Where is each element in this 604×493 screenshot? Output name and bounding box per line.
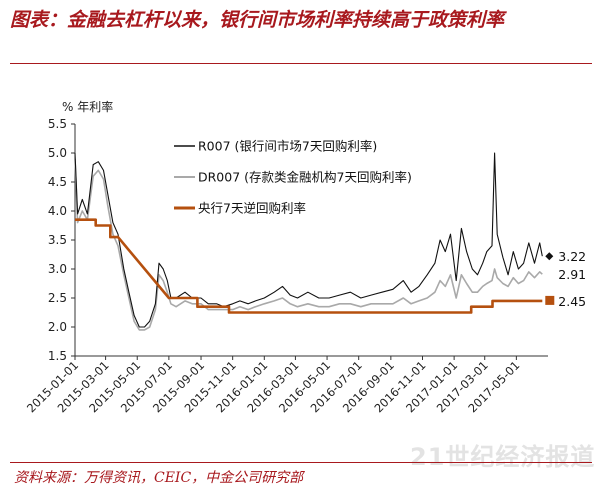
y-tick-label: 1.5 [48,349,67,363]
y-tick-label: 4.5 [48,175,67,189]
y-tick-label: 2.5 [48,291,67,305]
series-line-2 [74,158,543,331]
y-tick-label: 2.0 [48,320,67,334]
end-marker-square [545,295,555,305]
y-tick-label: 3.5 [48,233,67,247]
legend-label: 央行7天逆回购利率 [198,201,306,216]
legend-label: R007 (银行间市场7天回购利率) [198,139,377,154]
end-value-label: 2.91 [558,267,586,282]
watermark: 21世纪经济报道 [410,443,596,471]
series-line-3 [75,218,543,314]
chart-title: 图表：金融去杠杆以来，银行间市场利率持续高于政策利率 [10,9,505,31]
y-tick-label: 5.5 [48,117,67,131]
y-tick-label: 5.0 [48,146,67,160]
y-tick-label: 4.0 [48,204,67,218]
footer-rule [10,462,592,463]
y-tick-label: 3.0 [48,262,67,276]
source-note: 资料来源：万得资讯，CEIC，中金公司研究部 [14,470,304,486]
y-axis-label: % 年利率 [62,99,113,114]
end-value-label: 3.22 [558,249,586,264]
series-line-1 [74,152,543,328]
end-marker-diamond [545,252,554,261]
legend-label: DR007 (存款类金融机构7天回购利率) [198,170,412,185]
title-rule [10,63,592,64]
end-value-label: 2.45 [558,294,586,309]
